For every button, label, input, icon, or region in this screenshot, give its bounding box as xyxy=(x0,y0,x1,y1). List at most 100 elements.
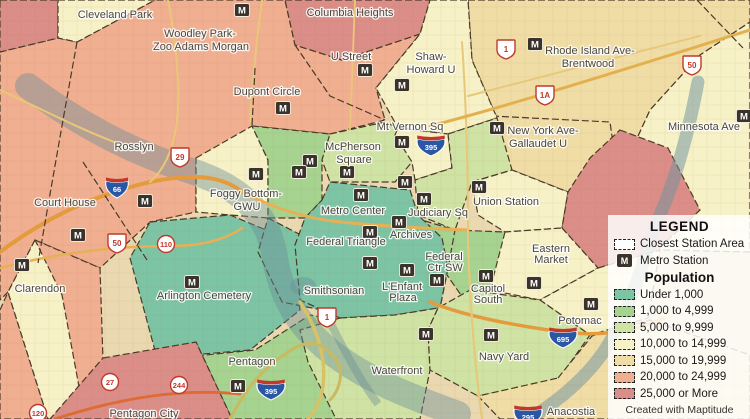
state-route-shield: 244 xyxy=(169,375,189,395)
station-label: Capitol xyxy=(471,283,505,295)
metro-station-icon[interactable] xyxy=(275,101,291,116)
station-label: Navy Yard xyxy=(479,351,529,363)
svg-text:1: 1 xyxy=(325,313,330,322)
station-label: Waterfront xyxy=(372,365,423,377)
road-us50 xyxy=(0,226,244,270)
station-label: Archives xyxy=(390,229,433,241)
metro-station-icon[interactable] xyxy=(397,175,413,190)
station-label: Rosslyn xyxy=(114,141,153,153)
road-16th-st xyxy=(349,0,356,131)
road-new-york-ave xyxy=(428,28,750,128)
metro-station-icon[interactable] xyxy=(184,275,200,290)
road-constitution xyxy=(240,190,470,232)
population-swatch xyxy=(614,388,635,399)
legend-population-title: Population xyxy=(644,270,715,285)
metro-station-icon[interactable] xyxy=(357,63,373,78)
svg-text:66: 66 xyxy=(113,185,121,194)
station-label: GWU xyxy=(234,201,261,213)
metro-station-icon[interactable] xyxy=(416,192,432,207)
metro-station-icon[interactable] xyxy=(353,188,369,203)
metro-station-icon[interactable] xyxy=(394,78,410,93)
border-west1 xyxy=(37,41,78,264)
legend-class-row: 10,000 to 14,999 xyxy=(614,337,745,351)
road-nw1 xyxy=(149,0,180,183)
state-route-shield: 120 xyxy=(28,403,48,419)
svg-text:120: 120 xyxy=(32,409,45,418)
metro-station-icon[interactable] xyxy=(234,3,250,18)
metro-station-icon[interactable] xyxy=(418,327,434,342)
station-label: Plaza xyxy=(389,292,417,304)
station-label: South xyxy=(474,294,503,306)
road-columbia-pike xyxy=(53,390,242,419)
station-label: Union Station xyxy=(473,196,539,208)
legend-class-row: Under 1,000 xyxy=(614,288,745,302)
legend-item-label: Metro Station xyxy=(640,254,709,267)
metro-station-icon[interactable] xyxy=(526,276,542,291)
metro-station-icon[interactable] xyxy=(391,215,407,230)
metro-station-icon[interactable] xyxy=(291,165,307,180)
station-label: New York Ave- xyxy=(507,125,579,137)
interstate-shield: 395 xyxy=(256,379,286,401)
metro-station-icon[interactable] xyxy=(478,269,494,284)
interstate-shield: 695 xyxy=(548,327,578,349)
metro-station-icon[interactable] xyxy=(230,379,246,394)
metro-station-icon[interactable] xyxy=(394,135,410,150)
metro-station-icon[interactable] xyxy=(429,273,445,288)
legend-item-label: Closest Station Area xyxy=(640,238,745,250)
metro-station-icon[interactable] xyxy=(399,263,415,278)
metro-station-icon[interactable] xyxy=(14,258,30,273)
population-swatch xyxy=(614,305,635,317)
metro-station-icon[interactable] xyxy=(248,167,264,182)
metro-station-icon[interactable] xyxy=(527,37,543,52)
metro-station-icon[interactable] xyxy=(483,328,499,343)
svg-text:29: 29 xyxy=(176,153,185,162)
road-connecticut xyxy=(249,0,263,123)
station-label: Zoo Adams Morgan xyxy=(153,41,249,53)
station-label: U Street xyxy=(331,51,371,63)
us-route-shield: 29 xyxy=(170,147,190,168)
station-label: Dupont Circle xyxy=(234,86,301,98)
metro-station-icon[interactable] xyxy=(339,165,355,180)
legend-item-metro-station: M Metro Station xyxy=(614,254,745,268)
legend-class-label: 5,000 to 9,999 xyxy=(640,321,714,334)
svg-text:50: 50 xyxy=(688,61,697,70)
road-lee-hwy xyxy=(0,89,131,149)
station-label: Foggy Bottom- xyxy=(210,188,282,200)
metro-station-icon[interactable] xyxy=(489,121,505,136)
legend-class-row: 15,000 to 19,999 xyxy=(614,354,745,368)
legend-item-closest-station-area: Closest Station Area xyxy=(614,237,745,251)
population-swatch xyxy=(614,289,635,300)
station-label: Gallaudet U xyxy=(509,138,567,150)
interstate-shield: 295 xyxy=(513,405,543,419)
legend-class-row: 5,000 to 9,999 xyxy=(614,321,745,335)
svg-text:395: 395 xyxy=(425,143,438,152)
svg-text:295: 295 xyxy=(522,413,535,419)
station-label: Clarendon xyxy=(15,283,66,295)
metro-station-icon[interactable] xyxy=(583,297,599,312)
station-label: Federal Triangle xyxy=(306,236,386,248)
legend-title: LEGEND xyxy=(649,219,710,234)
station-label: Columbia Heights xyxy=(307,7,394,19)
state-route-shield: 110 xyxy=(156,234,176,254)
metro-station-icon[interactable] xyxy=(471,180,487,195)
station-label: McPherson xyxy=(325,141,381,153)
population-swatch xyxy=(614,322,635,333)
us-route-shield: 50 xyxy=(107,233,127,254)
metro-station-legend-icon: M xyxy=(617,254,632,267)
tidal-basin xyxy=(290,277,316,295)
svg-text:50: 50 xyxy=(113,239,122,248)
metro-station-icon[interactable] xyxy=(137,194,153,209)
svg-text:1A: 1A xyxy=(540,91,550,100)
metro-station-icon[interactable] xyxy=(362,256,378,271)
road-pentagon-interchange xyxy=(228,342,342,419)
maptitude-credit: Created with Maptitude xyxy=(625,403,734,416)
station-label: Pentagon City xyxy=(109,408,179,419)
interstate-shield: 395 xyxy=(416,135,446,157)
metro-station-icon[interactable] xyxy=(70,228,86,243)
station-label: Pentagon xyxy=(228,356,275,368)
station-label: Woodley Park- xyxy=(164,28,236,40)
legend-class-label: 25,000 or More xyxy=(640,387,718,400)
us-route-shield: 1 xyxy=(496,39,516,60)
